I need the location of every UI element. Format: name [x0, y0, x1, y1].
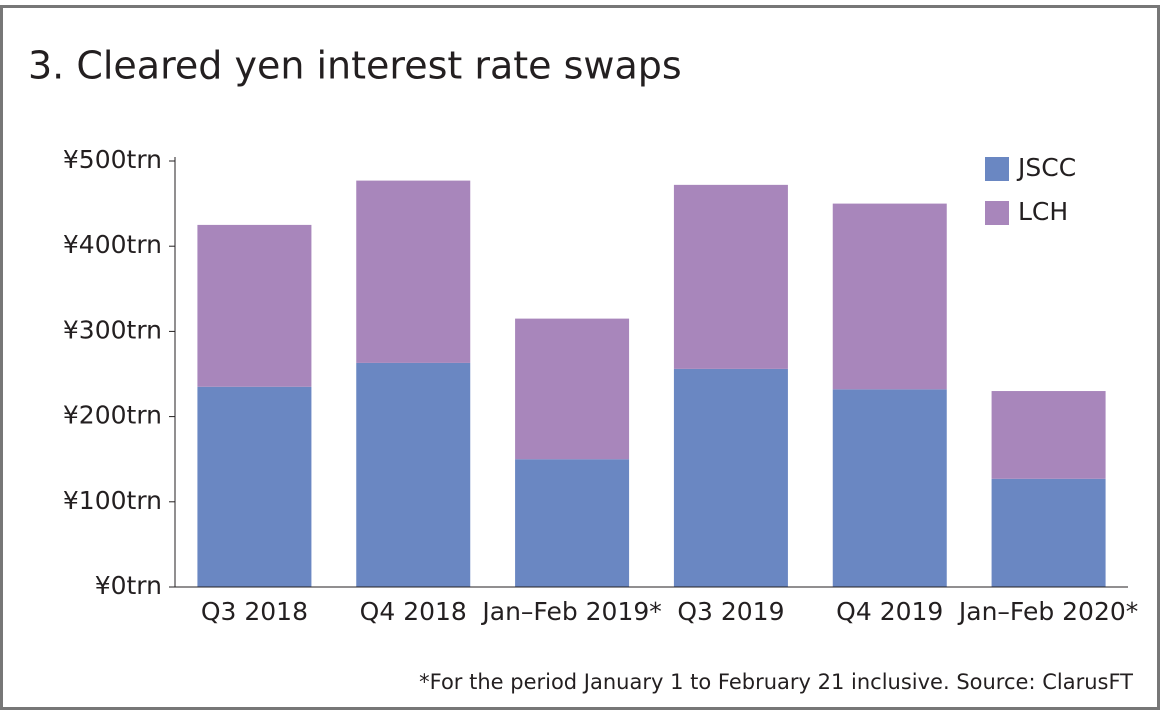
bar-segment	[991, 391, 1106, 479]
bar-segment	[991, 478, 1106, 587]
bar-segment	[515, 318, 630, 460]
bar-segment	[197, 224, 312, 387]
bar-segment	[673, 184, 788, 369]
y-tick-label: ¥500trn	[63, 145, 162, 174]
x-tick-label: Q4 2018	[360, 597, 467, 626]
bar-segment	[515, 459, 630, 587]
x-tick-label: Q3 2019	[677, 597, 784, 626]
y-tick-label: ¥0trn	[95, 571, 162, 600]
legend-swatch	[985, 201, 1009, 225]
x-tick-label: Jan–Feb 2020*	[957, 597, 1138, 626]
bar-segment	[197, 386, 312, 587]
bar-segment	[356, 362, 471, 587]
footnote: *For the period January 1 to February 21…	[419, 670, 1133, 694]
y-tick-label: ¥200trn	[63, 401, 162, 430]
bar-segment	[832, 203, 947, 390]
y-tick-label: ¥300trn	[63, 315, 162, 344]
bar-segment	[832, 389, 947, 587]
x-tick-label: Q3 2018	[201, 597, 308, 626]
chart-title: 3. Cleared yen interest rate swaps	[28, 44, 682, 88]
legend-label: JSCC	[1016, 153, 1076, 182]
y-tick-label: ¥400trn	[63, 230, 162, 259]
bar-segment	[356, 180, 471, 363]
bar-segment	[673, 368, 788, 587]
legend-label: LCH	[1018, 197, 1068, 226]
x-tick-label: Jan–Feb 2019*	[480, 597, 661, 626]
y-tick-label: ¥100trn	[63, 486, 162, 515]
x-tick-label: Q4 2019	[836, 597, 943, 626]
legend-swatch	[985, 157, 1009, 181]
